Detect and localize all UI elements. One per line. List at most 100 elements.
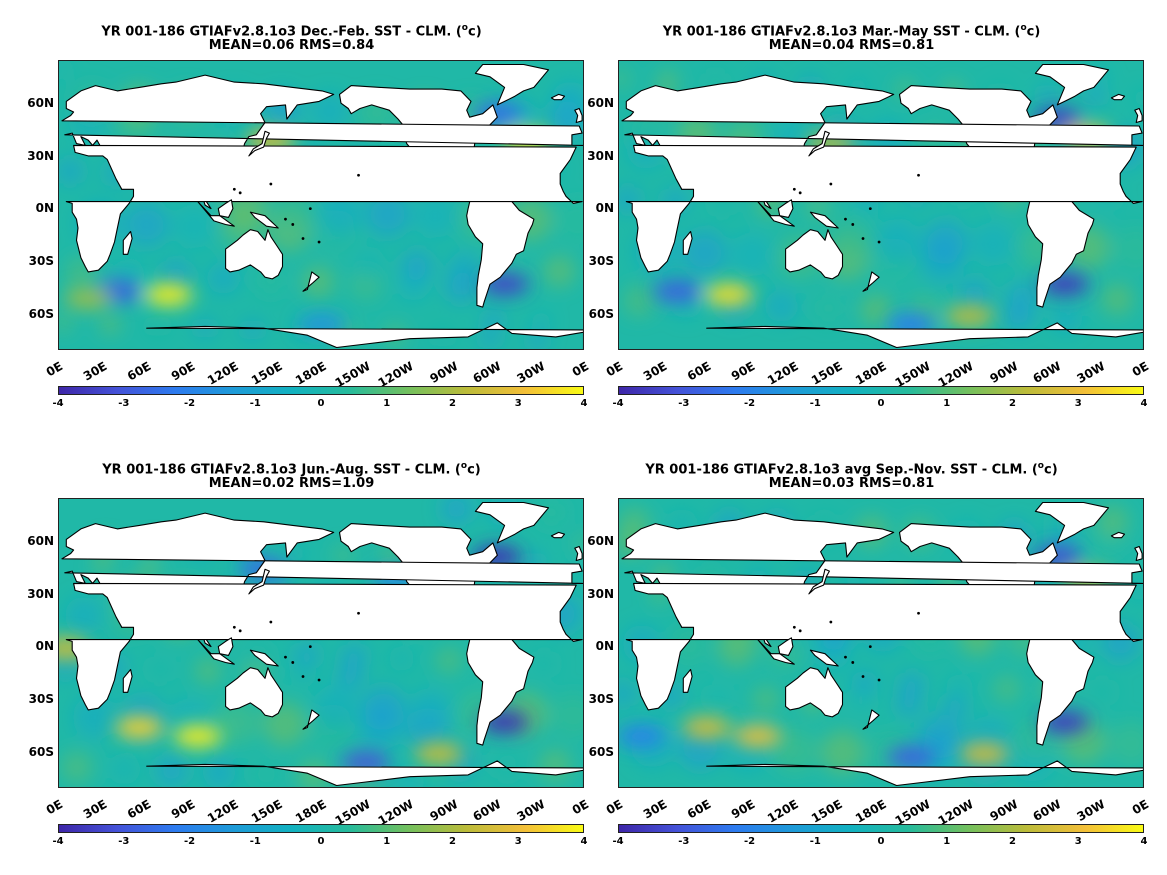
anomaly-patch [555,199,583,244]
island-marker [851,223,855,226]
land-south-america [466,190,535,308]
y-tick-label: 30N [27,148,54,163]
anomaly-point [682,716,731,739]
anomaly-patch [619,680,637,707]
anomaly-patch [773,728,818,773]
anomaly-patch [313,684,358,729]
x-tick-label: 180E [852,796,889,826]
colorbar-tick-label: -3 [118,398,130,409]
anomaly-patch [365,192,410,237]
y-tick-label: 60S [588,306,614,321]
island-marker [868,645,872,649]
anomaly-patch [172,204,217,249]
x-tick-label: 90W [987,796,1020,825]
anomaly-patch [302,265,335,298]
y-tick-label: 60N [587,95,614,110]
colorbar-tick-label: 1 [383,836,391,847]
chart-subtitle: MEAN=0.03 RMS=0.81 [768,476,935,491]
anomaly-point [653,280,702,303]
anomaly-patch [59,158,83,185]
chart-subtitle: MEAN=0.02 RMS=1.09 [208,476,375,491]
map-svg [619,61,1143,349]
anomaly-patch [250,758,283,787]
x-tick-label: 120E [765,796,801,826]
x-tick-label: 150E [808,358,845,388]
chart-subtitle: MEAN=0.06 RMS=0.84 [208,38,375,53]
x-tick-label: 180E [292,358,329,388]
land-uk [1134,545,1143,562]
colorbar-tick-label: -3 [118,836,130,847]
island-marker [357,173,360,177]
anomaly-patch [729,232,774,277]
anomaly-patch [448,251,481,284]
anomaly-patch [59,61,69,80]
title-unit: c) [1043,462,1058,478]
strong-anomalies [619,546,1111,769]
colorbar-tick-label: 2 [449,836,456,847]
land-australia [225,667,284,718]
land-madagascar [122,230,133,255]
anomaly-point [144,283,193,306]
land-australia [785,229,844,280]
anomaly-patch [124,202,169,247]
colorbar-tick-label: 3 [1074,398,1082,409]
land-africa [625,582,1143,711]
island-marker [357,611,360,615]
anomaly-patch [1132,87,1143,108]
anomaly-patch [293,642,320,669]
land-new-guinea [809,211,839,229]
land-new-guinea [249,211,279,229]
island-marker [301,237,305,240]
chart-title: YR 001-186 GTIAFv2.8.1o3 avg Sep.-Nov. S… [560,458,1143,478]
colorbar-tick-label: 1 [383,398,391,409]
x-tick-label: 60E [684,358,714,384]
anomaly-patch [543,255,576,288]
anomaly-patch [72,695,117,740]
land-japan [808,130,830,157]
anomaly-patch [139,557,160,578]
island-marker [284,655,287,659]
x-tick-label: 30W [514,796,548,825]
land-greenland [474,501,550,544]
chart-title: YR 001-186 GTIAFv2.8.1o3 Jun.-Aug. SST -… [0,458,583,478]
x-tick-label: 90E [728,796,757,822]
land-australia [785,667,844,718]
y-tick-label: 30S [588,254,614,269]
anomaly-patch [531,650,558,677]
land-uk [574,107,583,124]
land-indonesia [757,639,795,665]
island-marker [238,191,242,195]
land-iceland [1110,531,1126,539]
x-tick-label: 60E [124,358,154,384]
colorbar-tick-label: -3 [678,836,690,847]
title-unit-superscript: o [461,23,468,33]
anomaly-patch [551,693,583,738]
x-tick-label: 90W [427,358,460,387]
land-borneo [217,199,234,218]
x-tick-label: 60W [470,358,504,387]
x-tick-label: 90E [728,358,757,384]
island-marker [291,223,295,226]
anomaly-patch [619,68,631,89]
anomaly-patch [100,314,121,335]
x-tick-label: 0E [1130,796,1152,818]
anomaly-point [619,725,665,748]
title-text: YR 001-186 GTIAFv2.8.1o3 avg Sep.-Nov. S… [645,462,1038,478]
land-new-zealand [302,709,320,730]
panel-dec-feb: YR 001-186 GTIAFv2.8.1o3 Dec.-Feb. SST -… [0,0,591,437]
x-tick-label: 0E [1130,358,1152,380]
island-marker [829,182,833,186]
anomaly-patch [341,643,368,670]
colorbar-tick-label: 3 [1074,836,1082,847]
anomaly-patch [993,675,1020,702]
y-tick-label: 30N [587,586,614,601]
anomaly-point [960,742,1009,765]
anomaly-point [414,742,463,765]
y-tick-label: 30N [27,586,54,601]
y-tick-label: 0N [595,639,614,654]
land-africa [65,582,583,711]
y-tick-label: 30S [588,692,614,707]
title-text: YR 001-186 GTIAFv2.8.1o3 Dec.-Feb. SST -… [101,24,462,40]
land-indonesia [757,201,795,227]
anomaly-patch [1096,505,1129,538]
